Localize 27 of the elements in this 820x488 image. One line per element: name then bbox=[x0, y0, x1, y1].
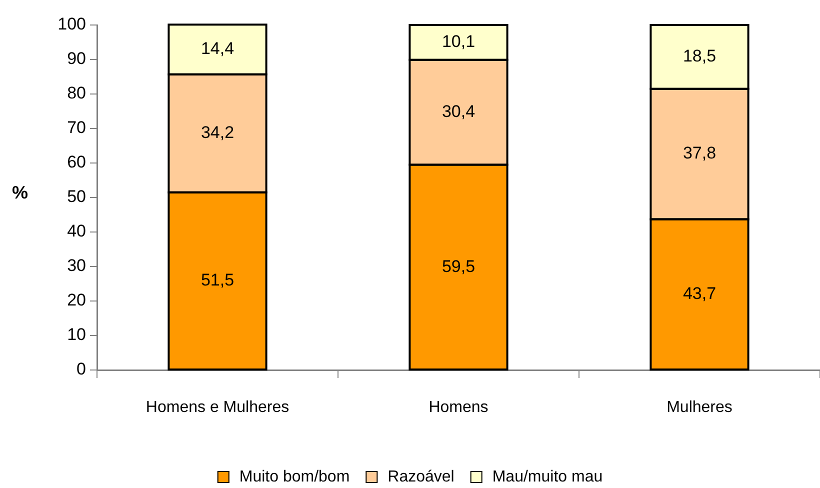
x-tick-label: Homens bbox=[428, 399, 488, 416]
y-tick-label: 30 bbox=[67, 256, 86, 276]
y-tick-label: 60 bbox=[67, 152, 86, 172]
legend-label: Mau/muito mau bbox=[492, 468, 603, 486]
data-label: 30,4 bbox=[442, 102, 476, 121]
data-label: 34,2 bbox=[200, 123, 234, 142]
y-tick-label: 100 bbox=[58, 14, 86, 34]
y-tick-label: 0 bbox=[76, 360, 86, 379]
x-tick-label: Mulheres bbox=[666, 399, 732, 416]
data-label: 37,8 bbox=[682, 144, 716, 163]
y-axis-title: % bbox=[12, 182, 28, 202]
x-tick-label: Homens e Mulheres bbox=[146, 399, 290, 416]
y-tick-label: 50 bbox=[67, 187, 86, 206]
y-tick-label: 10 bbox=[67, 325, 86, 344]
data-label: 10,1 bbox=[442, 32, 476, 52]
y-tick-label: 20 bbox=[67, 290, 86, 310]
y-tick-label: 40 bbox=[67, 222, 86, 241]
legend-label: Razoável bbox=[388, 468, 454, 486]
y-tick-label: 70 bbox=[67, 118, 86, 138]
legend-label: Muito bom/bom bbox=[239, 468, 350, 486]
data-label: 14,4 bbox=[200, 39, 234, 58]
y-tick-label: 80 bbox=[67, 84, 86, 103]
data-label: 43,7 bbox=[682, 284, 716, 304]
data-label: 18,5 bbox=[682, 46, 716, 66]
data-label: 59,5 bbox=[442, 256, 476, 276]
y-tick-label: 90 bbox=[67, 49, 86, 68]
data-label: 51,5 bbox=[200, 270, 234, 290]
